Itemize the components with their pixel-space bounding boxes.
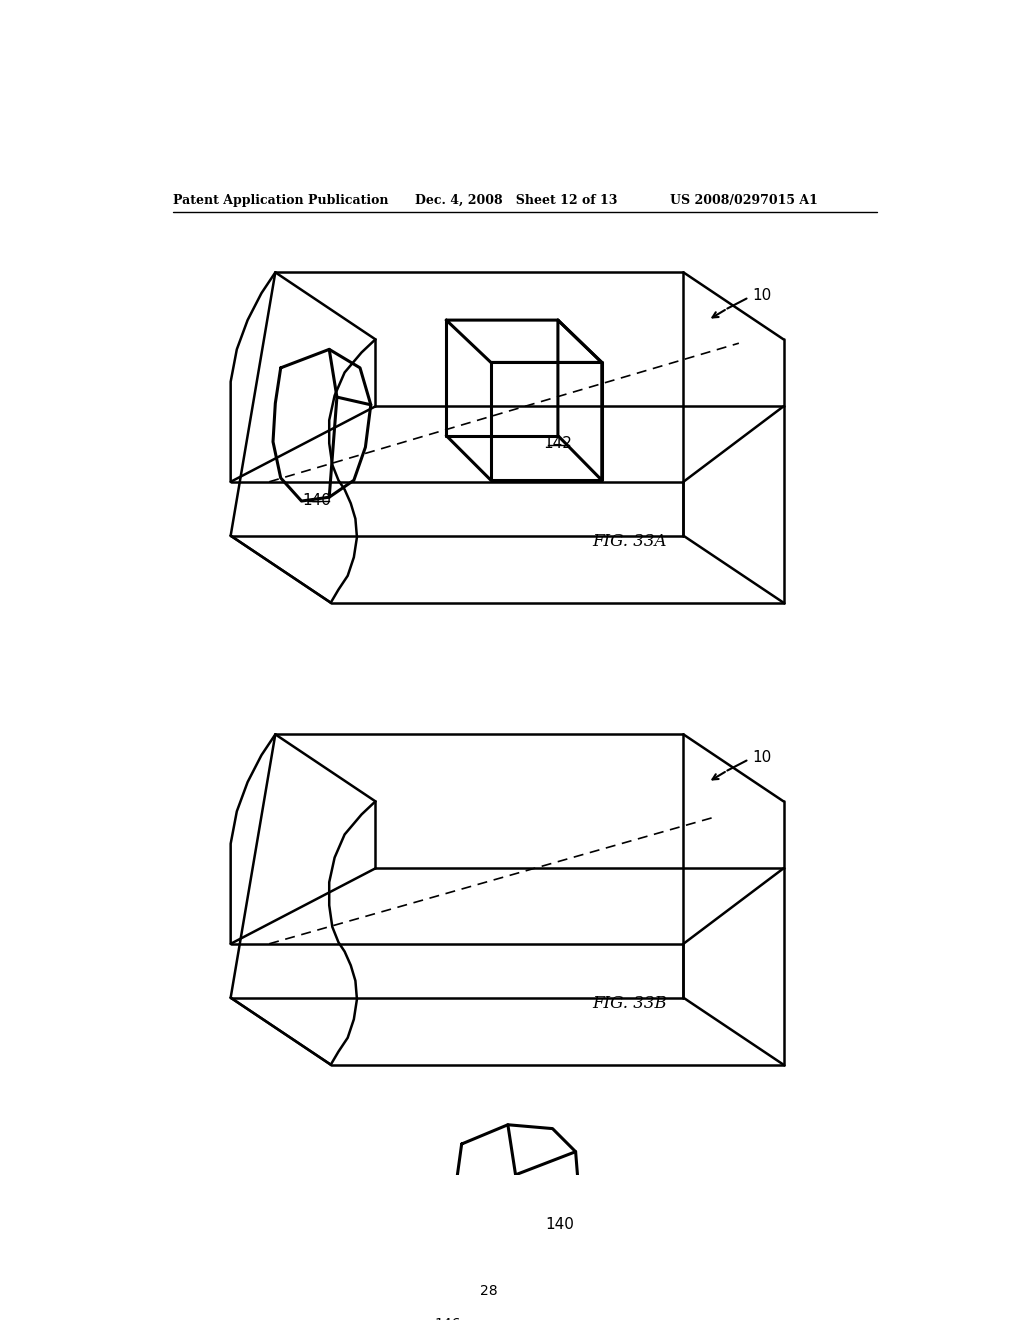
Text: Dec. 4, 2008   Sheet 12 of 13: Dec. 4, 2008 Sheet 12 of 13 (416, 194, 617, 207)
Text: 140: 140 (302, 494, 332, 508)
Text: 142: 142 (544, 436, 572, 450)
Text: 146: 146 (434, 1317, 461, 1320)
Text: FIG. 33B: FIG. 33B (592, 995, 667, 1012)
Text: 10: 10 (753, 288, 772, 304)
Text: 140: 140 (546, 1217, 574, 1232)
Text: 28: 28 (480, 1284, 498, 1298)
Text: FIG. 33A: FIG. 33A (592, 533, 667, 550)
Text: Patent Application Publication: Patent Application Publication (173, 194, 388, 207)
Text: 10: 10 (753, 750, 772, 766)
Text: US 2008/0297015 A1: US 2008/0297015 A1 (670, 194, 817, 207)
